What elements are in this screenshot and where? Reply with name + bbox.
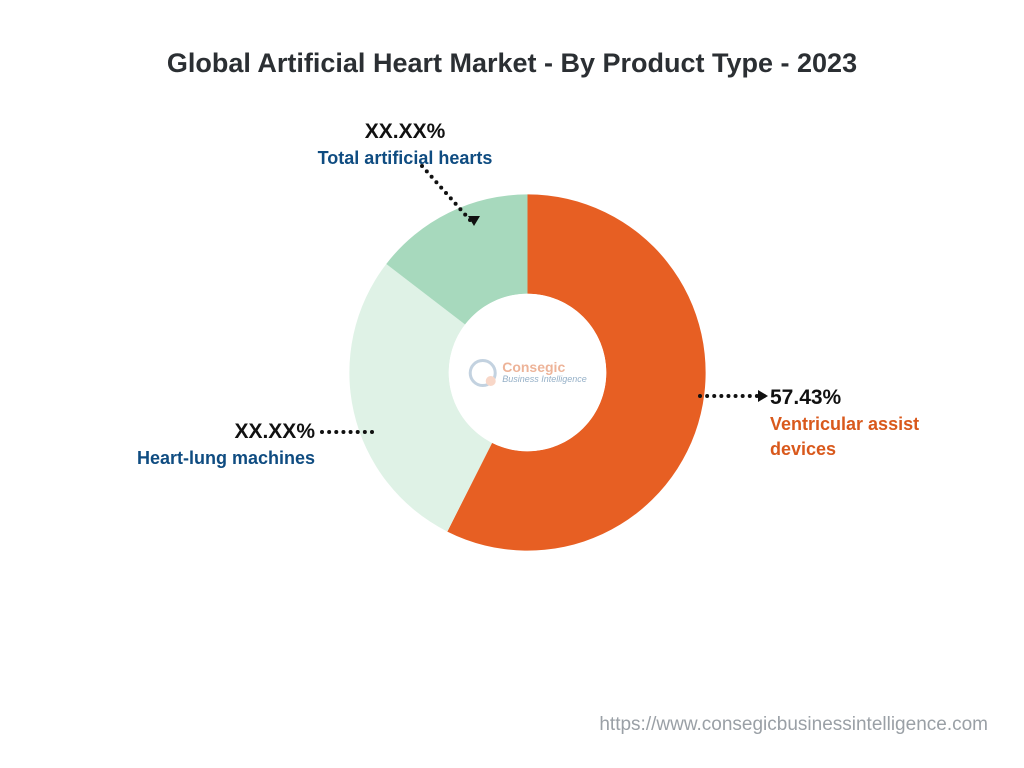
slice-name-tah: Total artificial hearts: [290, 146, 520, 170]
slice-pct-tah: XX.XX%: [290, 118, 520, 146]
footer-url: https://www.consegicbusinessintelligence…: [599, 714, 988, 736]
center-logo: Consegic Business Intelligence: [468, 359, 587, 387]
slice-label-tah: XX.XX% Total artificial hearts: [290, 118, 520, 171]
slice-name-hlm: Heart-lung machines: [100, 446, 315, 470]
logo-brand-line1: Consegic: [502, 360, 587, 375]
donut-chart: Consegic Business Intelligence: [340, 185, 715, 560]
chart-title: Global Artificial Heart Market - By Prod…: [0, 48, 1024, 79]
logo-brand-line2: Business Intelligence: [502, 375, 587, 384]
slice-name-vad: Ventricular assist devices: [770, 412, 940, 461]
logo-mark-icon: [468, 359, 496, 387]
slice-pct-hlm: XX.XX%: [100, 418, 315, 446]
slice-pct-vad: 57.43%: [770, 384, 940, 412]
slice-label-vad: 57.43% Ventricular assist devices: [770, 384, 940, 461]
slice-label-hlm: XX.XX% Heart-lung machines: [100, 418, 315, 471]
